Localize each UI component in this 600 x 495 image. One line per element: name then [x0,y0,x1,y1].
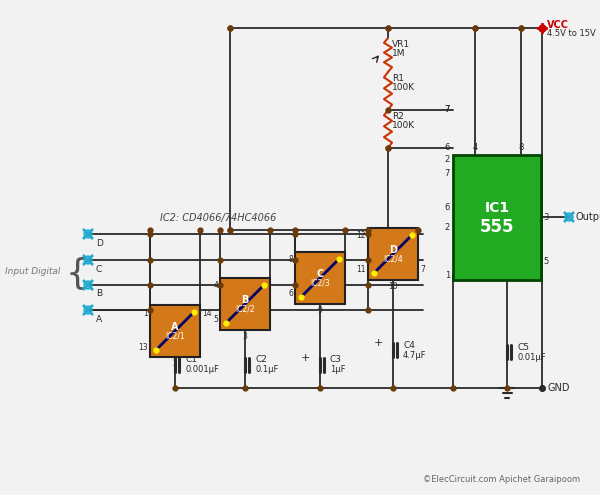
Text: 3: 3 [543,212,548,221]
Text: 8: 8 [288,255,293,264]
Text: 0.001μF: 0.001μF [185,365,219,375]
Text: C3: C3 [330,355,342,364]
Text: 7: 7 [445,105,450,114]
Text: 14: 14 [202,308,212,317]
Text: VCC: VCC [547,20,569,30]
Text: C4: C4 [403,341,415,349]
Text: 7: 7 [445,105,450,114]
Text: 11: 11 [356,265,366,275]
Text: A: A [171,322,179,332]
Text: A: A [96,314,102,324]
Text: 6: 6 [445,202,450,211]
Text: 0.01μF: 0.01μF [517,353,545,362]
Bar [150,305,200,357]
Text: 3: 3 [242,332,247,341]
Text: 100K: 100K [392,121,415,130]
Text: 5: 5 [213,315,218,325]
Text: 1M: 1M [392,49,406,58]
Bar [295,252,345,304]
Text: IC2/1: IC2/1 [165,332,185,341]
Text: D: D [389,245,397,255]
Text: 8: 8 [518,143,524,152]
Text: R1: R1 [392,74,404,83]
Text: 2: 2 [445,155,450,164]
Text: IC1: IC1 [484,201,509,215]
Text: 1: 1 [143,308,148,317]
Text: 1: 1 [445,270,450,280]
Text: 555: 555 [480,217,514,236]
Text: R2: R2 [392,112,404,121]
Bar [220,278,270,330]
Text: 9: 9 [317,306,322,315]
Text: 5: 5 [543,257,548,266]
Text: C: C [96,264,102,274]
Text: C1: C1 [185,355,197,364]
Text: {: { [65,257,89,291]
Text: VR1: VR1 [392,40,410,49]
Text: Output: Output [575,212,600,222]
Text: 2: 2 [445,222,450,232]
Text: 13: 13 [139,343,148,351]
Text: D: D [96,239,103,248]
Text: IC2/2: IC2/2 [235,304,255,313]
Text: 0.1μF: 0.1μF [255,365,278,375]
Text: IC2: CD4066/74HC4066: IC2: CD4066/74HC4066 [160,213,277,223]
Text: Input Digital: Input Digital [5,267,61,277]
Text: 4: 4 [472,143,478,152]
Text: B: B [241,295,248,305]
Text: 12: 12 [356,232,366,241]
Text: GND: GND [547,383,569,393]
Text: 6: 6 [445,144,450,152]
Text: 4: 4 [213,282,218,291]
Text: 6: 6 [288,290,293,298]
Text: +: + [301,353,310,363]
Text: 1μF: 1μF [330,365,346,375]
Text: 10: 10 [388,282,398,291]
Text: 4.7μF: 4.7μF [403,350,427,359]
Bar [453,155,541,280]
Text: 100K: 100K [392,83,415,92]
Text: 7: 7 [445,168,450,178]
Text: 7: 7 [420,265,425,275]
Text: C2: C2 [255,355,267,364]
Text: IC2/3: IC2/3 [310,279,330,288]
Text: ©ElecCircuit.com Apichet Garaipoom: ©ElecCircuit.com Apichet Garaipoom [423,476,580,485]
Bar [368,228,418,280]
Text: B: B [96,290,102,298]
Text: 2: 2 [173,359,178,368]
Text: C5: C5 [517,344,529,352]
Text: +: + [374,338,383,348]
Text: 4.5V to 15V: 4.5V to 15V [547,30,596,39]
Text: IC2/4: IC2/4 [383,254,403,263]
Text: C: C [316,269,323,279]
